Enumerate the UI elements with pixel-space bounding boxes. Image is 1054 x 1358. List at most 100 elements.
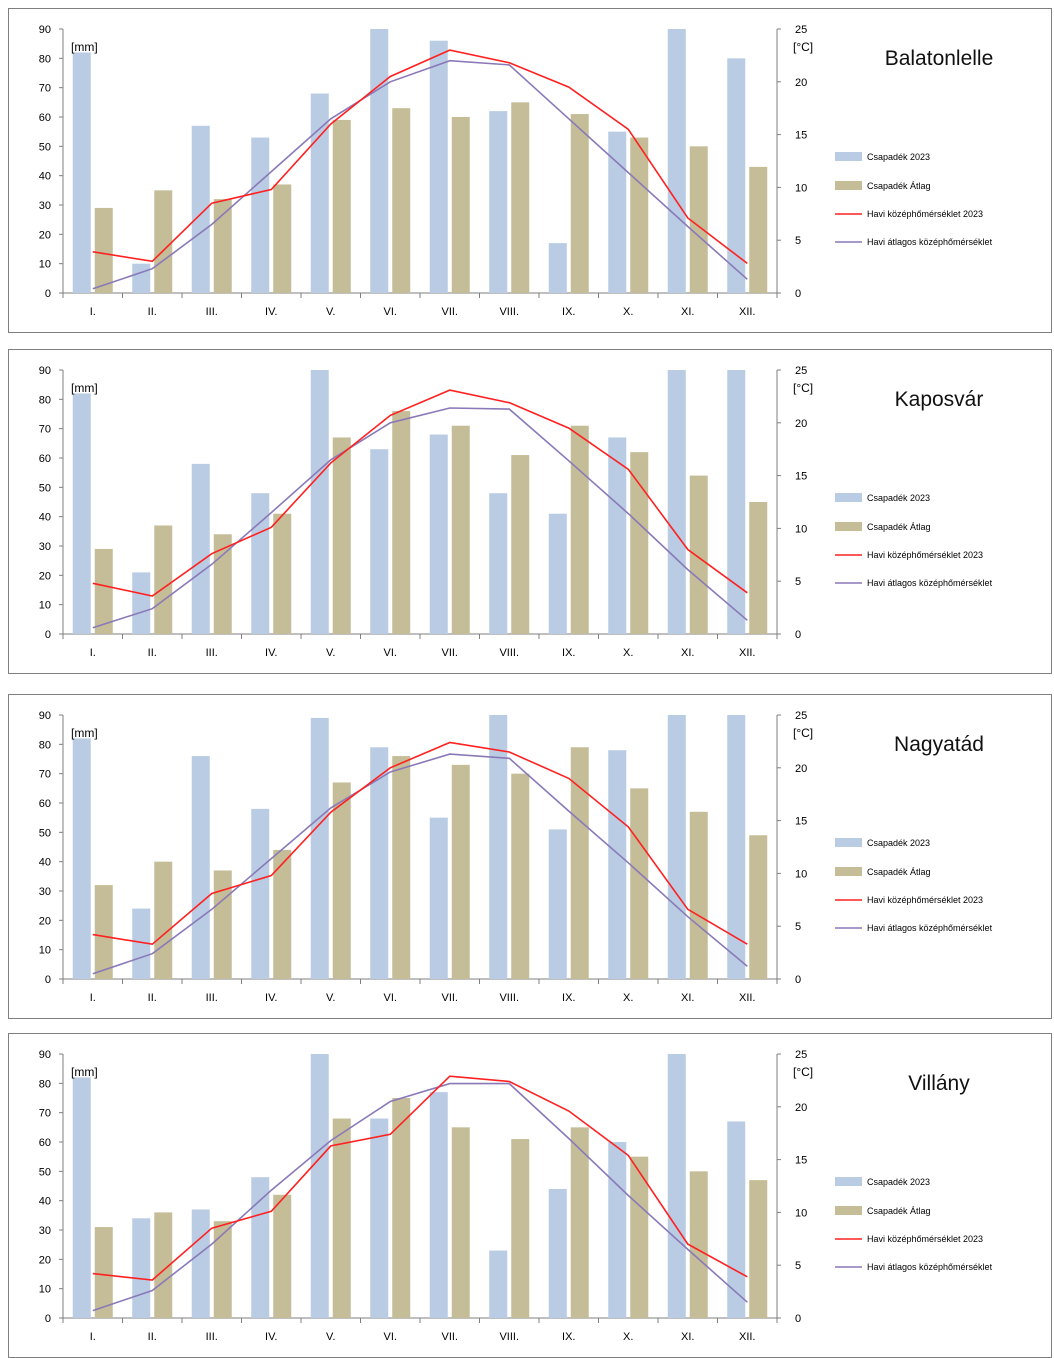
x-tick-label: V. — [326, 992, 335, 1004]
x-tick-label: VII. — [441, 1331, 458, 1343]
y-tick-right-label: 15 — [795, 816, 807, 828]
bar-csapadek-atlag — [392, 411, 411, 634]
bar-csapadek-atlag — [213, 199, 232, 293]
bar-csapadek-2023 — [132, 263, 151, 293]
bar-csapadek-atlag — [154, 861, 173, 979]
x-tick-label: VI. — [384, 647, 397, 659]
bar-csapadek-2023 — [310, 1054, 329, 1318]
x-tick-label: III. — [206, 1331, 218, 1343]
legend-label: Csapadék Átlag — [867, 181, 931, 191]
bar-csapadek-2023 — [72, 738, 91, 979]
y-tick-left-label: 80 — [39, 1078, 51, 1090]
y-tick-left-label: 50 — [39, 827, 51, 839]
right-axis-unit-label: [°C] — [793, 1065, 813, 1079]
y-tick-left-label: 30 — [39, 200, 51, 212]
bar-csapadek-atlag — [273, 1194, 292, 1318]
bar-csapadek-atlag — [213, 870, 232, 979]
x-tick-label: VIII. — [499, 647, 519, 659]
legend-label: Csapadék Átlag — [867, 867, 931, 877]
bar-csapadek-atlag — [154, 1212, 173, 1318]
bar-csapadek-atlag — [630, 1156, 649, 1318]
y-tick-right-label: 0 — [795, 288, 801, 300]
bar-csapadek-2023 — [667, 715, 686, 979]
legend-label: Csapadék Átlag — [867, 1206, 931, 1216]
y-tick-left-label: 50 — [39, 482, 51, 494]
bar-csapadek-atlag — [689, 475, 708, 634]
x-tick-label: IV. — [265, 1331, 277, 1343]
bar-csapadek-atlag — [332, 119, 351, 293]
x-tick-label: XII. — [739, 306, 756, 318]
legend-label: Csapadék Átlag — [867, 522, 931, 532]
bar-csapadek-atlag — [332, 1118, 351, 1318]
bar-csapadek-2023 — [251, 493, 270, 634]
bar-csapadek-2023 — [370, 29, 389, 293]
x-tick-label: IX. — [562, 306, 575, 318]
bar-csapadek-2023 — [489, 111, 508, 293]
bar-csapadek-atlag — [273, 184, 292, 293]
y-tick-left-label: 60 — [39, 453, 51, 465]
y-tick-left-label: 80 — [39, 394, 51, 406]
legend-swatch-csapadek-2023 — [835, 1177, 862, 1186]
y-tick-left-label: 40 — [39, 1196, 51, 1208]
x-tick-label: VI. — [384, 1331, 397, 1343]
x-tick-label: II. — [148, 306, 157, 318]
y-tick-left-label: 80 — [39, 53, 51, 65]
left-axis-unit-label: [mm] — [71, 726, 98, 740]
legend-swatch-csapadek-atlag — [835, 181, 862, 190]
y-tick-left-label: 30 — [39, 541, 51, 553]
bar-csapadek-atlag — [392, 756, 411, 979]
y-tick-left-label: 90 — [39, 1049, 51, 1061]
y-tick-left-label: 10 — [39, 600, 51, 612]
x-tick-label: XII. — [739, 1331, 756, 1343]
legend-label: Csapadék 2023 — [867, 493, 930, 503]
y-tick-right-label: 10 — [795, 523, 807, 535]
bar-csapadek-2023 — [191, 756, 210, 979]
y-tick-left-label: 60 — [39, 798, 51, 810]
bar-csapadek-atlag — [689, 146, 708, 293]
y-tick-left-label: 50 — [39, 1166, 51, 1178]
y-tick-right-label: 15 — [795, 130, 807, 142]
x-tick-label: III. — [206, 992, 218, 1004]
bar-csapadek-atlag — [511, 773, 530, 979]
x-tick-label: XI. — [681, 992, 694, 1004]
legend-label: Havi középhőmérséklet 2023 — [867, 895, 983, 905]
bar-csapadek-2023 — [727, 1121, 746, 1318]
bar-csapadek-2023 — [191, 1209, 210, 1318]
bar-csapadek-atlag — [154, 190, 173, 293]
x-tick-label: I. — [90, 992, 96, 1004]
y-tick-right-label: 15 — [795, 1155, 807, 1167]
bar-csapadek-2023 — [310, 370, 329, 634]
bar-csapadek-atlag — [332, 782, 351, 979]
y-tick-left-label: 70 — [39, 424, 51, 436]
bar-csapadek-2023 — [489, 493, 508, 634]
y-tick-left-label: 70 — [39, 769, 51, 781]
bar-csapadek-2023 — [667, 29, 686, 293]
legend-label: Havi átlagos középhőmérséklet — [867, 1262, 993, 1272]
bar-csapadek-2023 — [132, 908, 151, 979]
bar-csapadek-atlag — [511, 455, 530, 634]
y-tick-right-label: 10 — [795, 868, 807, 880]
y-tick-right-label: 15 — [795, 471, 807, 483]
bar-csapadek-atlag — [154, 525, 173, 634]
bar-csapadek-atlag — [332, 437, 351, 634]
x-tick-label: XII. — [739, 992, 756, 1004]
bar-csapadek-2023 — [370, 449, 389, 634]
chart-svg: 0 10 20 30 40 50 60 70 80 90 0 5 10 15 20 25 I. II. III. IV… — [39, 710, 993, 1004]
bar-csapadek-atlag — [94, 1227, 113, 1318]
chart-title: Villány — [908, 1072, 970, 1095]
line-havi-atlagos — [92, 407, 748, 629]
y-tick-right-label: 5 — [795, 576, 801, 588]
y-tick-right-label: 25 — [795, 1049, 807, 1061]
x-tick-label: XI. — [681, 1331, 694, 1343]
legend-label: Havi átlagos középhőmérséklet — [867, 237, 993, 247]
bar-csapadek-atlag — [749, 1180, 768, 1318]
y-tick-left-label: 10 — [39, 259, 51, 271]
legend-label: Csapadék 2023 — [867, 152, 930, 162]
chart-title: Balatonlelle — [885, 47, 994, 70]
x-tick-label: II. — [148, 647, 157, 659]
bar-csapadek-2023 — [548, 1188, 567, 1318]
y-tick-left-label: 40 — [39, 512, 51, 524]
bar-csapadek-atlag — [689, 1171, 708, 1318]
x-tick-label: IX. — [562, 992, 575, 1004]
left-axis-unit-label: [mm] — [71, 381, 98, 395]
